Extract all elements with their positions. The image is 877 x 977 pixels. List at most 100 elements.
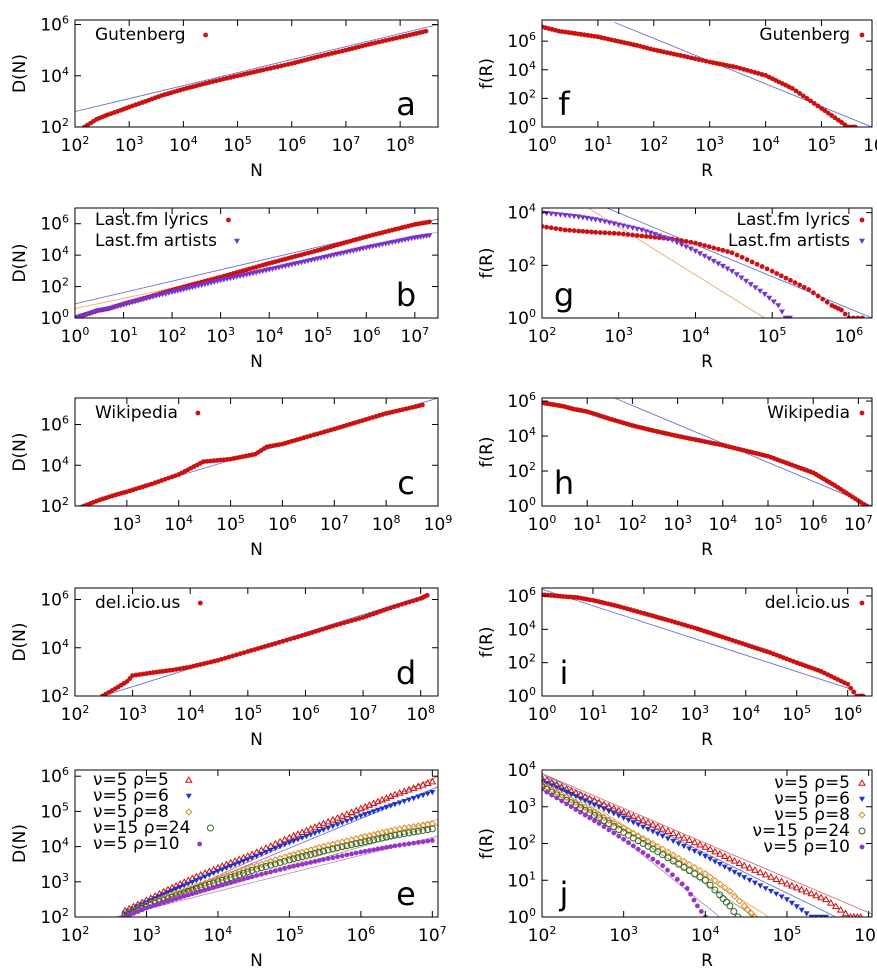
y-tick-label-g-0: 100 xyxy=(507,307,536,329)
point-g-1-28 xyxy=(664,236,671,242)
point-f-0-79 xyxy=(808,98,813,104)
point-e-4-25 xyxy=(228,880,234,886)
point-e-1-40 xyxy=(294,837,301,843)
point-e-4-27 xyxy=(236,877,242,883)
legend-marker-j-4 xyxy=(859,844,865,850)
point-e-1-65 xyxy=(405,797,412,803)
y-tick-label-j-2: 102 xyxy=(507,833,536,855)
y-tick-label-d-1: 104 xyxy=(40,637,69,659)
point-e-1-58 xyxy=(374,807,381,814)
point-e-4-51 xyxy=(344,852,350,858)
point-e-0-70 xyxy=(428,777,437,785)
point-f-0-83 xyxy=(822,108,828,114)
plot-area-h xyxy=(542,398,872,506)
point-j-3-29 xyxy=(680,863,688,871)
point-e-3-36 xyxy=(276,859,284,867)
point-f-0-84 xyxy=(825,110,831,116)
series-h-0 xyxy=(542,400,869,506)
point-e-3-34 xyxy=(267,861,275,869)
point-g-1-32 xyxy=(683,244,690,250)
point-j-4-14 xyxy=(606,827,612,833)
x-tick-label-d-3: 105 xyxy=(234,703,263,725)
point-g-1-18 xyxy=(620,223,627,229)
point-e-1-12 xyxy=(173,886,180,892)
point-j-1-23 xyxy=(649,829,656,835)
panel-j: 102 103 104 105 106 100 101 102 103 104 Rf(R) ν=5 ρ… xyxy=(477,759,877,971)
x-tick-label-g-0: 102 xyxy=(528,325,557,347)
point-e-4-18 xyxy=(198,888,204,894)
point-j-0-57 xyxy=(822,895,830,903)
point-e-3-54 xyxy=(357,839,365,847)
point-g-0-40 xyxy=(720,247,726,253)
point-a-0-104 xyxy=(423,28,429,34)
point-j-4-31 xyxy=(688,891,693,897)
point-e-1-17 xyxy=(193,878,200,884)
point-j-0-54 xyxy=(807,889,816,897)
point-e-2-60 xyxy=(382,828,391,836)
point-j-1-4 xyxy=(558,787,565,793)
point-e-4-22 xyxy=(215,883,221,889)
point-j-1-14 xyxy=(605,808,612,815)
point-e-3-60 xyxy=(382,833,390,841)
y-tick-label-f-3: 106 xyxy=(507,30,536,52)
y-tick-label-b-2: 104 xyxy=(40,244,69,266)
point-j-1-31 xyxy=(691,848,698,855)
panel-letter-b: b xyxy=(396,276,416,314)
point-e-1-14 xyxy=(181,883,188,889)
point-e-3-61 xyxy=(387,832,395,840)
point-j-3-35 xyxy=(711,886,719,894)
point-d-0-55 xyxy=(287,636,293,642)
point-g-1-51 xyxy=(770,299,777,305)
legend-label-d-0: del.icio.us xyxy=(95,593,180,613)
panel-i: 100 101 102 103 104 105 106 100 102 104 106 Rf(R) de… xyxy=(477,585,873,750)
point-e-1-21 xyxy=(210,870,217,877)
point-g-1-16 xyxy=(611,221,618,227)
point-g-0-7 xyxy=(571,228,577,234)
point-e-4-35 xyxy=(272,868,278,874)
point-e-4-26 xyxy=(232,879,238,884)
point-g-1-30 xyxy=(673,240,680,246)
point-f-0-93 xyxy=(852,124,858,127)
point-d-0-67 xyxy=(330,623,336,629)
panel-a: 102 103 104 105 106 107 108 102 104 106 N D(N) Guten… xyxy=(10,14,439,181)
point-g-0-52 xyxy=(778,273,784,279)
point-e-4-48 xyxy=(330,855,336,861)
point-e-3-40 xyxy=(294,854,302,862)
point-f-0-76 xyxy=(797,90,802,96)
legend-marker-e-1 xyxy=(185,793,192,799)
point-j-0-20 xyxy=(634,814,643,822)
plot-area-g xyxy=(542,208,872,318)
point-j-1-34 xyxy=(707,856,714,862)
y-tick-label-i-1: 102 xyxy=(507,652,536,674)
point-e-4-50 xyxy=(339,853,345,859)
point-j-4-20 xyxy=(635,846,641,852)
point-g-1-7 xyxy=(571,214,578,220)
point-j-0-33 xyxy=(701,843,710,850)
y-tick-label-h-2: 104 xyxy=(507,425,536,447)
point-e-3-56 xyxy=(365,837,373,845)
point-f-0-45 xyxy=(689,55,694,61)
point-j-0-44 xyxy=(756,868,765,876)
panel-letter-c: c xyxy=(397,464,415,502)
point-f-0-65 xyxy=(759,72,765,77)
point-g-1-3 xyxy=(552,211,559,218)
x-tick-label-e-3: 105 xyxy=(275,924,304,946)
point-d-0-57 xyxy=(295,634,301,640)
x-tick-label-f-5: 105 xyxy=(807,134,836,156)
point-g-0-24 xyxy=(648,234,653,240)
x-axis-title-g: R xyxy=(701,352,713,372)
point-g-0-61 xyxy=(820,296,826,302)
point-j-0-26 xyxy=(664,827,672,834)
x-tick-label-d-5: 107 xyxy=(349,703,378,725)
plot-frame-f xyxy=(541,19,873,128)
point-j-4-8 xyxy=(578,809,583,815)
point-j-1-12 xyxy=(596,804,603,810)
point-j-1-55 xyxy=(813,914,820,917)
x-tick-label-c-2: 105 xyxy=(216,513,245,535)
point-j-1-48 xyxy=(778,894,785,900)
point-g-1-50 xyxy=(766,295,773,301)
point-e-4-7 xyxy=(152,902,158,908)
point-e-3-33 xyxy=(262,862,270,870)
x-tick-label-f-4: 104 xyxy=(751,134,780,156)
point-e-3-64 xyxy=(400,830,408,838)
